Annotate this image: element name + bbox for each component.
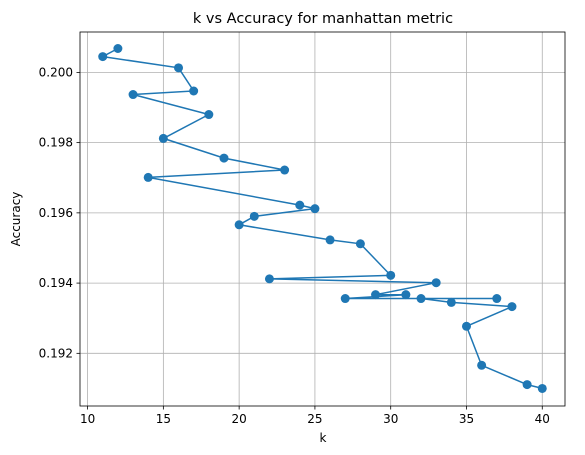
- data-point: [355, 239, 365, 249]
- data-point: [431, 278, 441, 288]
- x-tick-label: 35: [459, 412, 474, 426]
- y-axis-label: Accuracy: [9, 192, 23, 247]
- data-point: [280, 165, 290, 175]
- data-point: [325, 235, 335, 245]
- data-point: [174, 63, 184, 73]
- data-point: [416, 294, 426, 304]
- data-point: [340, 294, 350, 304]
- data-point: [189, 86, 199, 96]
- x-tick-label: 25: [307, 412, 322, 426]
- grid: [80, 32, 565, 406]
- y-tick-label: 0.196: [39, 206, 73, 220]
- data-point: [461, 321, 471, 331]
- data-point: [492, 294, 502, 304]
- data-point: [386, 270, 396, 280]
- data-point: [98, 52, 108, 62]
- series-markers: [98, 44, 547, 393]
- data-point: [113, 44, 123, 54]
- data-point: [204, 110, 214, 120]
- y-tick-label: 0.194: [39, 276, 73, 290]
- y-axis-ticks: 0.192 0.194 0.196 0.198 0.200: [39, 65, 80, 360]
- series-line: [100, 47, 543, 390]
- data-point: [128, 90, 138, 100]
- data-point: [264, 274, 274, 284]
- x-axis-ticks: 10 15 20 25 30 35 40: [80, 406, 550, 426]
- x-tick-label: 40: [535, 412, 550, 426]
- data-point: [158, 133, 168, 143]
- x-tick-label: 20: [232, 412, 247, 426]
- data-point: [219, 153, 229, 163]
- x-tick-label: 30: [383, 412, 398, 426]
- data-point: [477, 360, 487, 370]
- y-tick-label: 0.200: [39, 65, 73, 79]
- plot-frame: [79, 31, 566, 407]
- data-point: [310, 204, 320, 214]
- data-point: [522, 380, 532, 390]
- y-tick-label: 0.198: [39, 136, 73, 150]
- data-point: [446, 297, 456, 307]
- x-tick-label: 15: [156, 412, 171, 426]
- data-point: [143, 172, 153, 182]
- data-point: [537, 383, 547, 393]
- data-point: [507, 302, 517, 312]
- data-point: [401, 290, 411, 300]
- x-axis-label: k: [320, 431, 327, 445]
- data-point: [295, 200, 305, 210]
- y-tick-label: 0.192: [39, 346, 73, 360]
- chart-title: k vs Accuracy for manhattan metric: [193, 11, 453, 27]
- data-point: [249, 211, 259, 221]
- data-point: [371, 290, 381, 300]
- data-point: [234, 220, 244, 230]
- x-tick-label: 10: [80, 412, 95, 426]
